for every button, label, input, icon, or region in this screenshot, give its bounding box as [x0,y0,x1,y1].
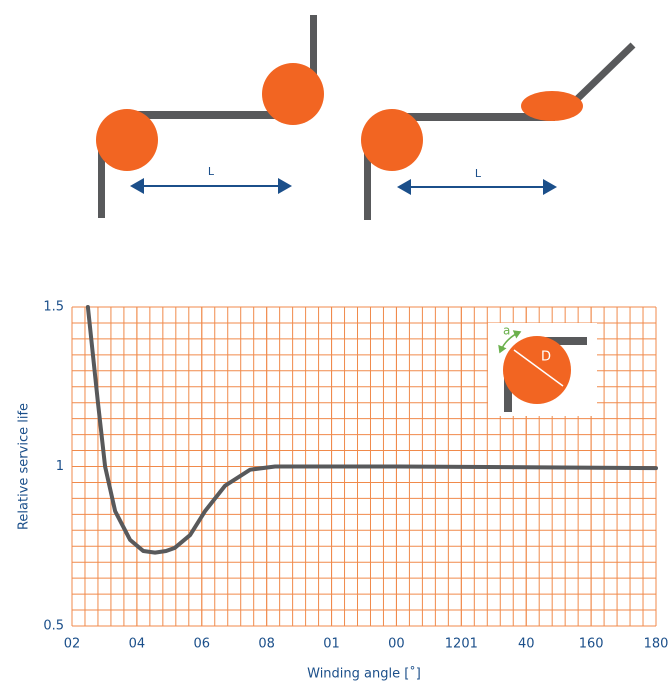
x-tick-label: 06 [194,637,211,652]
x-tick-label: 04 [129,637,146,652]
y-tick-label: 1.5 [43,300,64,315]
x-tick-label: 08 [258,637,275,652]
sheave [521,91,583,121]
y-tick-label: 1 [56,459,64,474]
x-tick-label: 00 [388,637,405,652]
x-tick-label: 40 [518,637,535,652]
distance-label: L [475,167,482,180]
sheave [361,109,423,171]
right-diagram: L [361,45,633,220]
diameter-label: D [541,350,551,365]
x-tick-label: 1201 [445,637,478,652]
y-axis-title: Relative service life [17,403,32,530]
left-diagram: L [96,15,324,218]
inset: a D [488,323,597,416]
distance-label: L [208,165,215,178]
sheave [503,336,571,404]
sheave [96,109,158,171]
y-tick-label: 0.5 [43,619,64,634]
arc-label: a [503,324,510,338]
sheave [262,63,324,125]
x-tick-label: 160 [579,637,604,652]
x-axis-title: Winding angle [˚] [307,666,421,682]
x-tick-label: 180 [644,637,668,652]
rope [572,45,633,104]
page: L L 0.5 1 1.5 02 04 06 08 01 00 1201 40 160 180 Windi… [0,0,668,683]
x-tick-label: 02 [64,637,81,652]
x-tick-label: 01 [323,637,340,652]
